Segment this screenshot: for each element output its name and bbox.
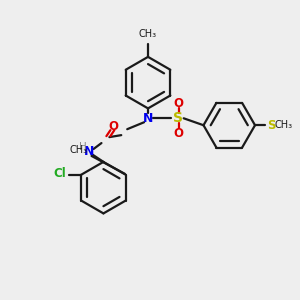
Text: Cl: Cl xyxy=(53,167,66,180)
Text: H: H xyxy=(79,142,86,152)
Text: CH₃: CH₃ xyxy=(275,120,293,130)
Text: S: S xyxy=(267,119,275,132)
Text: O: O xyxy=(108,120,118,133)
Text: O: O xyxy=(174,127,184,140)
Text: O: O xyxy=(174,97,184,110)
Text: N: N xyxy=(83,146,94,158)
Text: N: N xyxy=(143,112,153,125)
Text: S: S xyxy=(173,111,183,125)
Text: CH₃: CH₃ xyxy=(139,29,157,39)
Text: CH₃: CH₃ xyxy=(70,145,88,155)
